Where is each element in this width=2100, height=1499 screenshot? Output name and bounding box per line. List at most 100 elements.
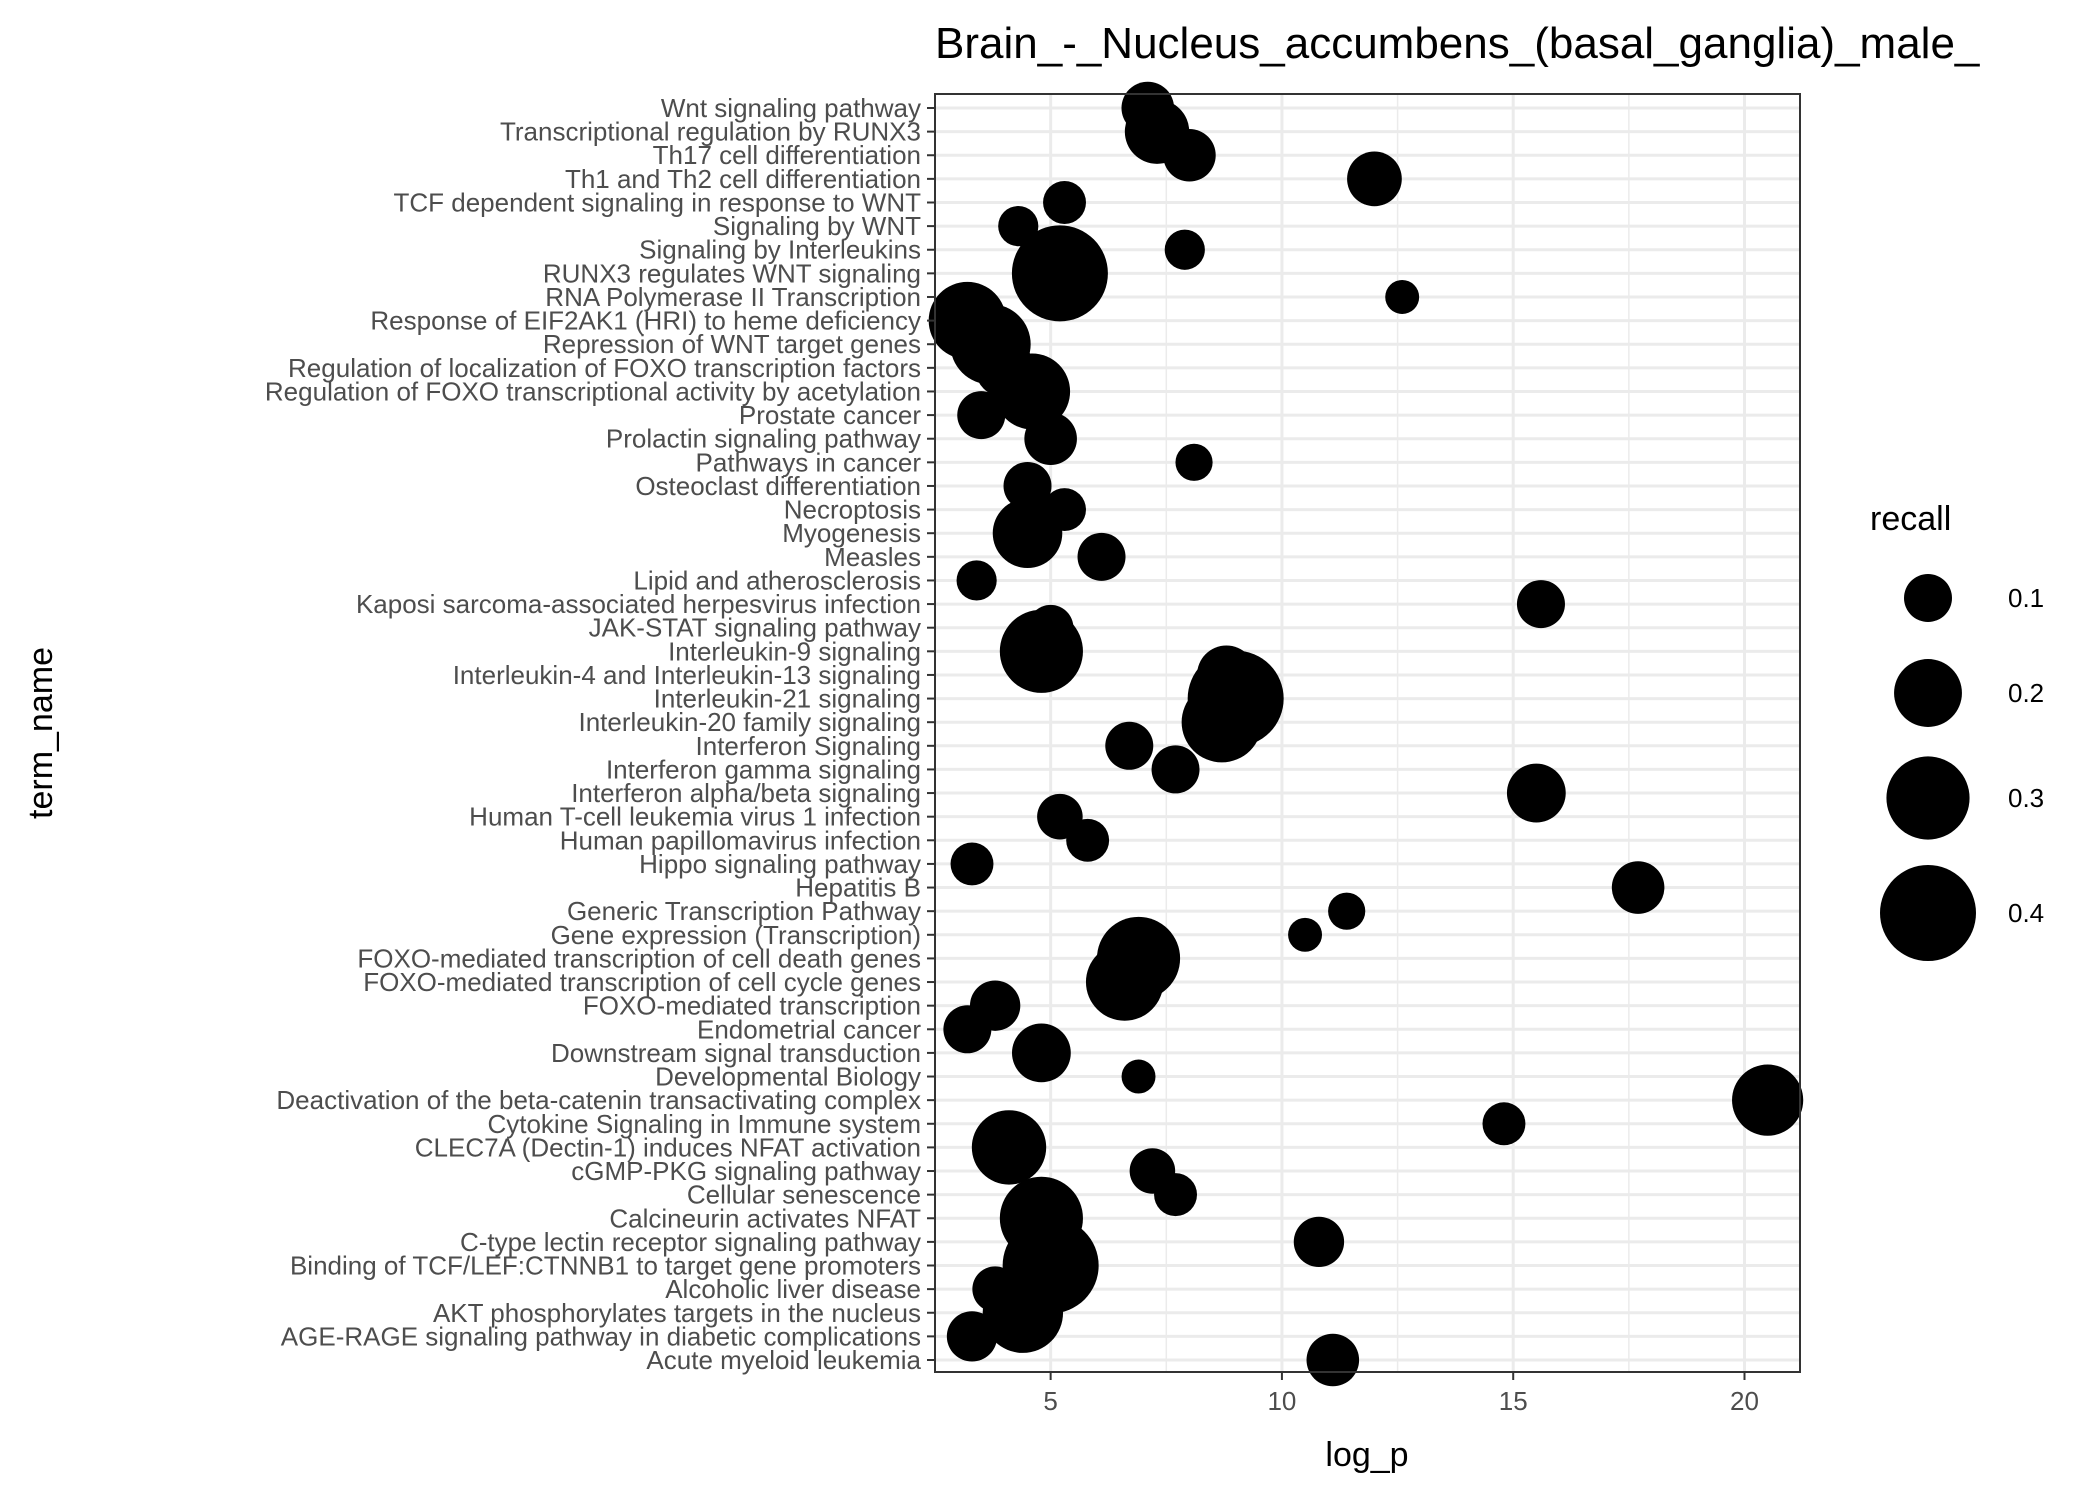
- y-tick-label: Gene expression (Transcription): [551, 920, 921, 950]
- data-point: [1293, 1216, 1345, 1268]
- data-point: [1163, 128, 1216, 182]
- y-axis-title: term_name: [22, 647, 60, 819]
- plot-panel-border: [934, 93, 1801, 1373]
- data-point: [1164, 229, 1205, 270]
- y-tick-label: Binding of TCF/LEF:CTNNB1 to target gene…: [290, 1251, 921, 1281]
- data-point: [1003, 461, 1052, 510]
- y-tick-label: AKT phosphorylates targets in the nucleu…: [433, 1298, 921, 1328]
- y-tick-label: Measles: [824, 542, 921, 572]
- data-points: [928, 81, 1804, 1387]
- data-point: [946, 1311, 998, 1362]
- y-tick-label: Human T-cell leukemia virus 1 infection: [469, 802, 921, 832]
- data-point: [1611, 861, 1665, 914]
- y-tick-label: Regulation of FOXO transcriptional activ…: [265, 376, 921, 406]
- y-tick-label: Prostate cancer: [739, 400, 921, 430]
- data-point: [1011, 1023, 1071, 1083]
- data-point: [999, 609, 1083, 693]
- data-point: [1732, 1064, 1804, 1136]
- y-tick-label: Calcineurin activates NFAT: [609, 1203, 921, 1233]
- data-point: [950, 842, 994, 886]
- data-point: [1506, 763, 1566, 823]
- data-point: [1482, 1102, 1526, 1146]
- y-tick-label: Necroptosis: [784, 495, 921, 525]
- data-point: [971, 1110, 1047, 1185]
- x-tick-label: 10: [1267, 1386, 1296, 1416]
- y-tick-label: TCF dependent signaling in response to W…: [394, 187, 922, 217]
- data-point: [1011, 225, 1108, 322]
- y-tick-label: Acute myeloid leukemia: [646, 1345, 921, 1375]
- legend: recall 0.1 0.2 0.3 0.4: [1870, 500, 2044, 961]
- x-axis-title: log_p: [1325, 1436, 1408, 1474]
- legend-key: [1886, 756, 1970, 840]
- data-point: [1151, 745, 1200, 794]
- legend-key: [1894, 659, 1962, 727]
- y-tick-label: Signaling by WNT: [713, 211, 921, 241]
- x-tick-label: 20: [1730, 1386, 1759, 1416]
- data-point: [1306, 1333, 1360, 1387]
- y-tick-label: cGMP-PKG signaling pathway: [571, 1156, 921, 1186]
- y-tick-label: Th1 and Th2 cell differentiation: [565, 164, 921, 194]
- y-tick-label: FOXO-mediated transcription of cell cycl…: [363, 967, 921, 997]
- y-tick-label: Repression of WNT target genes: [543, 329, 921, 359]
- y-tick-label: Alcoholic liver disease: [665, 1274, 921, 1304]
- y-tick-label: Interleukin-20 family signaling: [578, 707, 921, 737]
- data-point: [1024, 412, 1077, 466]
- data-point: [1066, 818, 1110, 862]
- y-tick-label: FOXO-mediated transcription: [583, 991, 921, 1021]
- y-tick-label: Endometrial cancer: [697, 1014, 921, 1044]
- data-point: [1385, 280, 1420, 314]
- data-point: [1105, 721, 1154, 770]
- data-point: [1516, 580, 1565, 629]
- y-tick-label: Th17 cell differentiation: [653, 140, 921, 170]
- y-tick-label: Regulation of localization of FOXO trans…: [288, 353, 921, 383]
- chart-title: Brain_-_Nucleus_accumbens_(basal_ganglia…: [935, 19, 1980, 68]
- y-tick-label: Wnt signaling pathway: [661, 93, 921, 123]
- y-tick-label: Interferon gamma signaling: [606, 754, 921, 784]
- legend-key: [1904, 574, 1952, 622]
- y-tick-label: FOXO-mediated transcription of cell deat…: [357, 943, 921, 973]
- y-tick-label: CLEC7A (Dectin-1) induces NFAT activatio…: [415, 1132, 921, 1162]
- y-tick-label: Transcriptional regulation by RUNX3: [500, 117, 921, 147]
- y-tick-label: Interleukin-21 signaling: [654, 684, 921, 714]
- y-tick-label: Prolactin signaling pathway: [606, 424, 921, 454]
- y-tick-label: Pathways in cancer: [696, 447, 922, 477]
- y-tick-label: RUNX3 regulates WNT signaling: [543, 258, 921, 288]
- legend-label: 0.1: [2008, 583, 2044, 613]
- data-point: [998, 206, 1039, 247]
- data-point: [1175, 443, 1213, 481]
- y-tick-label: Osteoclast differentiation: [635, 471, 921, 501]
- y-tick-label: Hippo signaling pathway: [639, 849, 921, 879]
- data-point: [994, 353, 1071, 430]
- y-tick-label: Signaling by Interleukins: [639, 235, 921, 265]
- y-tick-label: Myogenesis: [782, 518, 921, 548]
- data-point: [1288, 917, 1323, 952]
- y-tick-label: Hepatitis B: [795, 873, 921, 903]
- data-point: [1121, 1059, 1156, 1094]
- y-tick-label: Interferon Signaling: [696, 731, 921, 761]
- data-point: [1181, 682, 1262, 763]
- legend-label: 0.2: [2008, 678, 2044, 708]
- data-point: [1154, 1173, 1198, 1217]
- data-point: [1085, 943, 1164, 1021]
- y-tick-label: Lipid and atherosclerosis: [633, 565, 921, 595]
- data-point: [957, 391, 1006, 440]
- data-point: [992, 498, 1063, 568]
- data-point: [943, 1005, 992, 1054]
- y-tick-label: Developmental Biology: [655, 1062, 921, 1092]
- y-tick-label: Deactivation of the beta-catenin transac…: [276, 1085, 921, 1115]
- data-point: [1328, 892, 1366, 930]
- data-point: [956, 560, 997, 601]
- y-tick-label: Human papillomavirus infection: [560, 825, 921, 855]
- y-tick-label: Interferon alpha/beta signaling: [571, 778, 921, 808]
- y-tick-label: C-type lectin receptor signaling pathway: [460, 1227, 921, 1257]
- data-point: [982, 1272, 1064, 1353]
- y-tick-label: Interleukin-9 signaling: [668, 636, 921, 666]
- y-tick-label: Cellular senescence: [687, 1180, 921, 1210]
- y-tick-label: AGE-RAGE signaling pathway in diabetic c…: [281, 1321, 921, 1351]
- x-tick-label: 5: [1043, 1386, 1057, 1416]
- legend-label: 0.4: [2008, 898, 2044, 928]
- data-point: [1347, 151, 1402, 207]
- y-tick-label: Response of EIF2AK1 (HRI) to heme defici…: [370, 306, 921, 336]
